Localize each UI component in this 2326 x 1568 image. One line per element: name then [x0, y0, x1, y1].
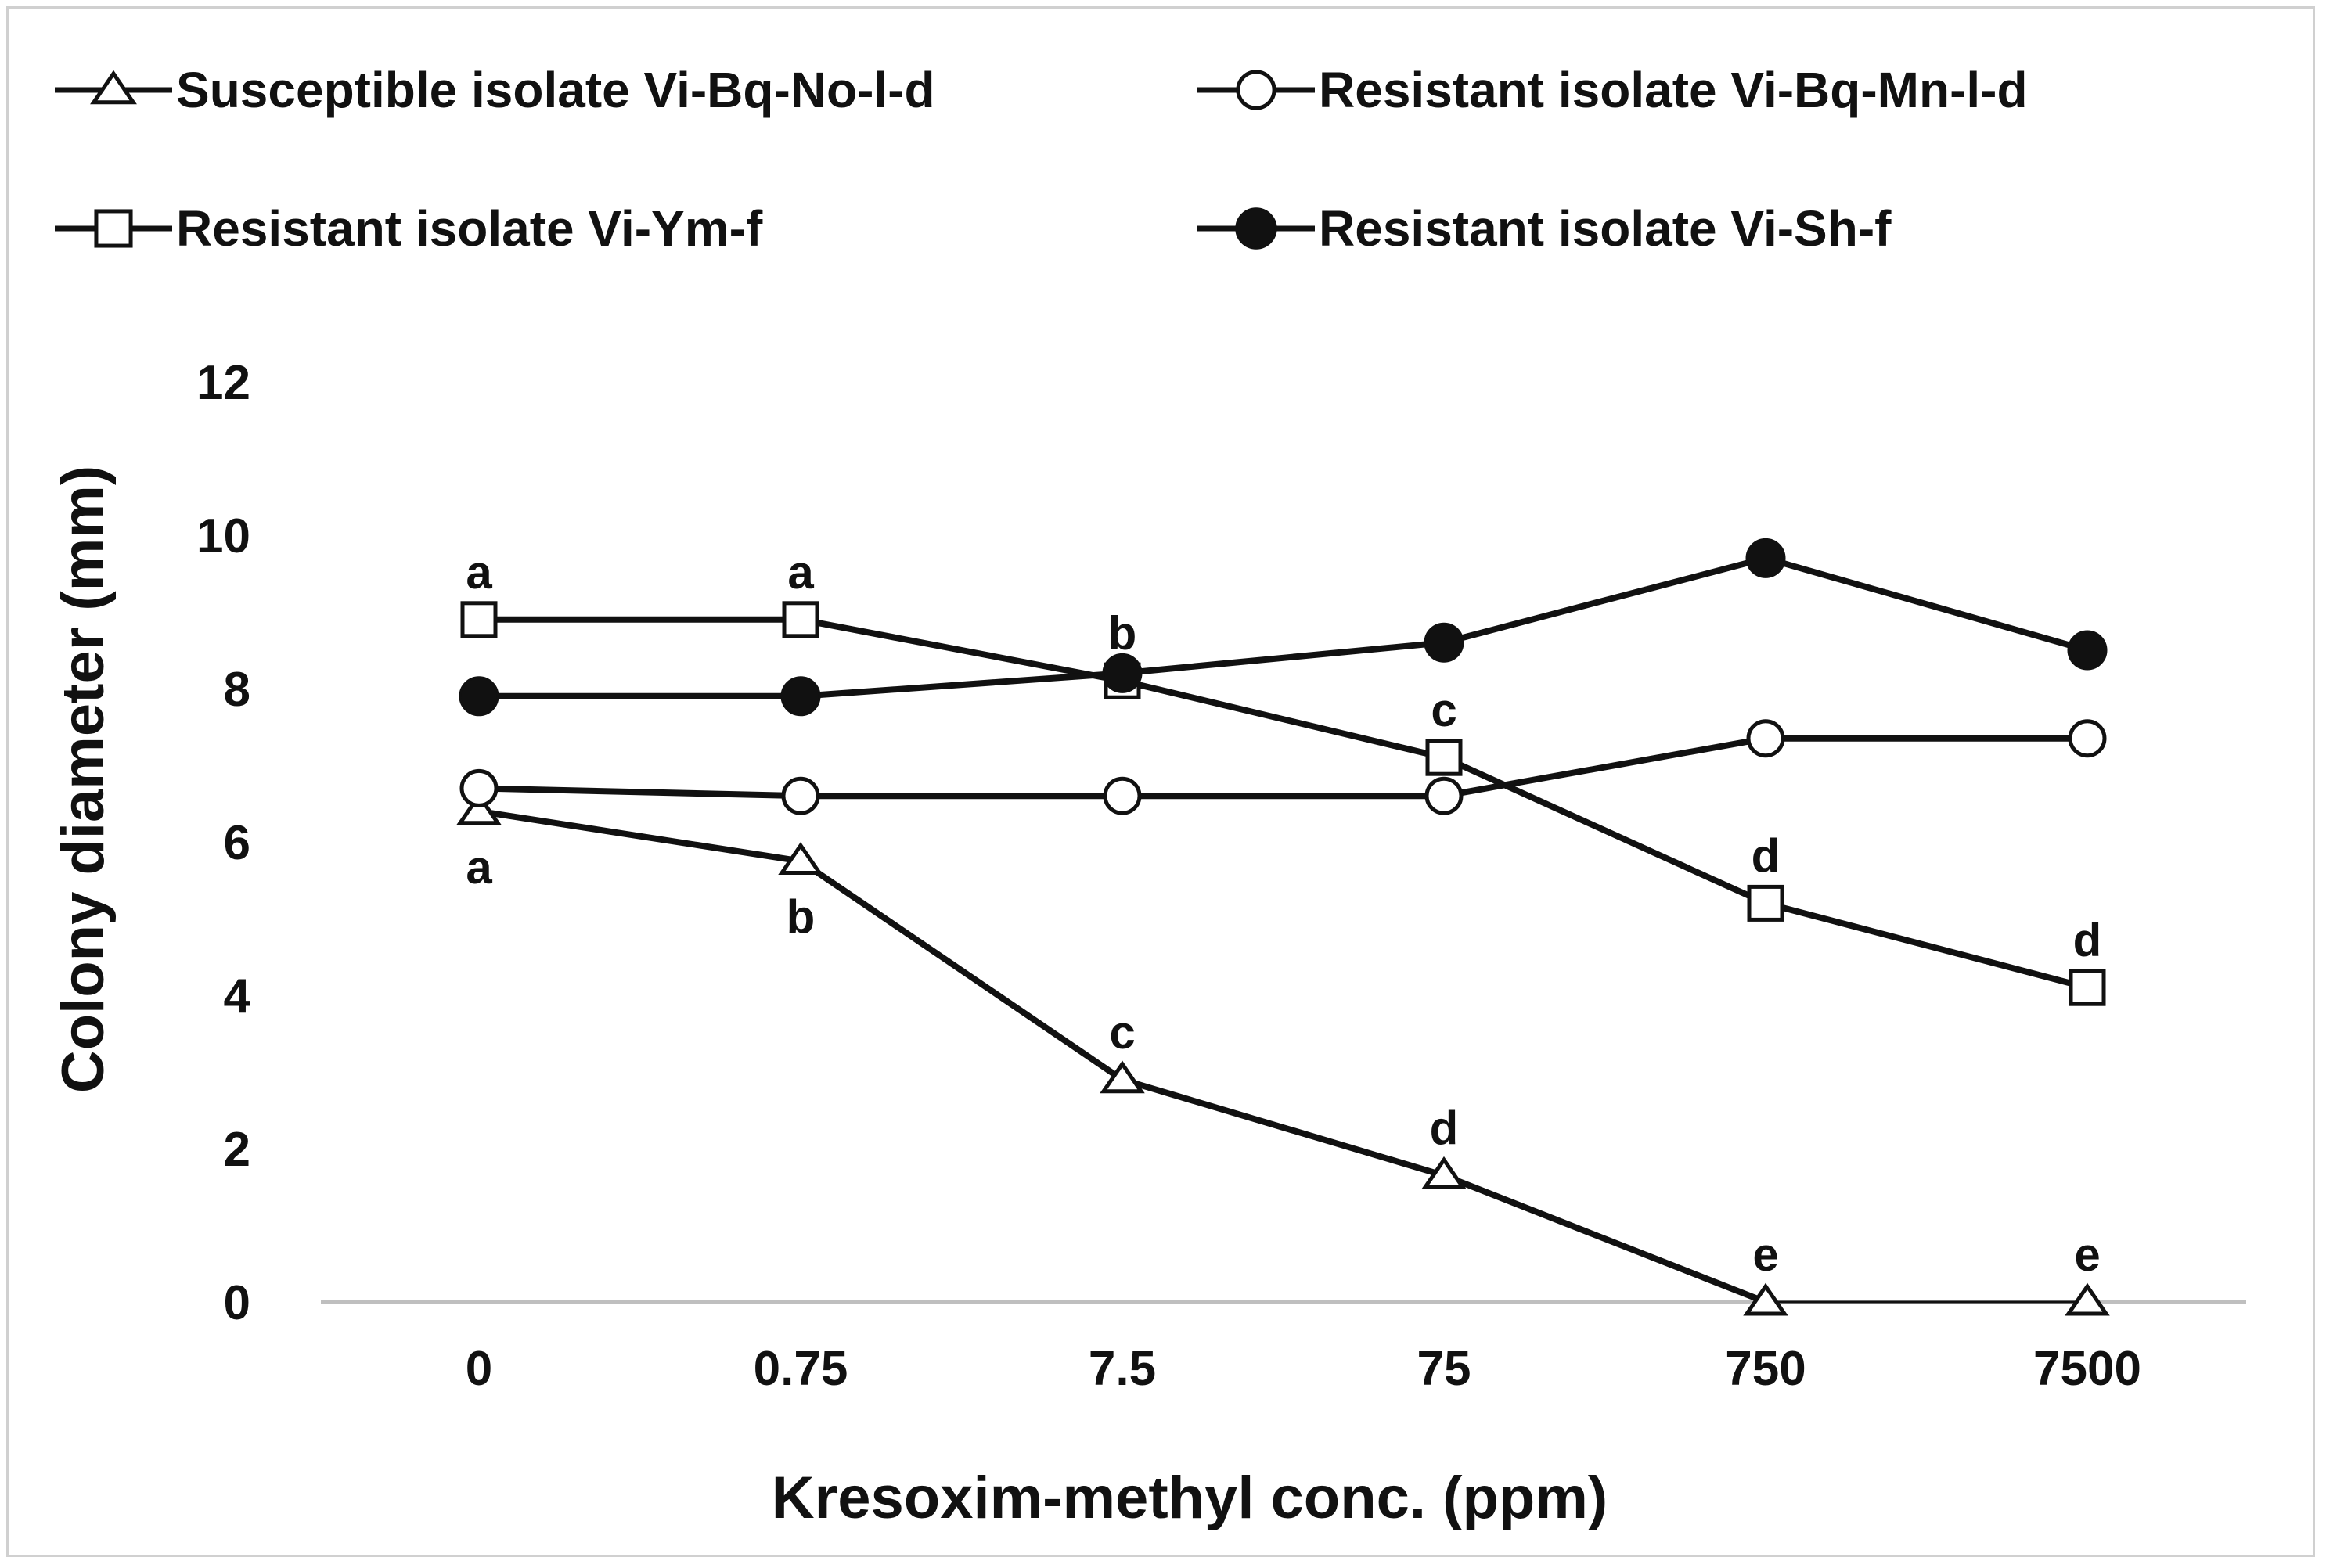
axes: 0 2 4 6 8 10 12 0 0.75 7.5 75 750 7500 Kresoxim-methy…: [50, 356, 2246, 1531]
data-point: [1747, 884, 1784, 922]
series-line-segment: [798, 616, 1125, 685]
series-line-segment: [798, 670, 1125, 699]
legend-item: Susceptible isolate Vi-Bq-No-l-d: [55, 62, 935, 118]
x-axis-title: Kresoxim-methyl conc. (ppm): [772, 1465, 1608, 1531]
significance-label: c: [1431, 684, 1456, 736]
y-tick-label: 2: [224, 1123, 250, 1177]
data-point: [459, 768, 499, 807]
y-tick-label: 4: [224, 969, 251, 1023]
x-tick-label: 750: [1725, 1342, 1806, 1396]
legend: Susceptible isolate Vi-Bq-No-l-d Resistan…: [55, 62, 2028, 257]
y-tick-label: 6: [224, 816, 250, 870]
data-point: [1100, 1060, 1145, 1094]
series-line-segment: [1119, 678, 1447, 761]
significance-label: e: [1752, 1228, 1778, 1281]
y-axis-title: Colony diameter (mm): [50, 466, 117, 1093]
series-open-circle: [476, 735, 2090, 800]
series-line-segment: [1441, 1172, 1769, 1305]
series-line-segment: [1441, 555, 1769, 646]
legend-label: Resistant isolate Vi-Ym-f: [176, 200, 763, 257]
x-tick-label: 0: [466, 1342, 492, 1396]
series-markers-open-square: [460, 601, 2106, 1006]
significance-label: c: [1109, 1006, 1135, 1059]
x-tick-label: 0.75: [754, 1342, 848, 1396]
series-open-square: [476, 616, 2090, 991]
data-point: [459, 676, 499, 717]
data-point: [456, 792, 502, 825]
legend-marker-open-triangle-icon: [90, 70, 137, 105]
series-markers-open-triangle: [456, 792, 2110, 1316]
data-point: [2065, 1282, 2110, 1316]
legend-item: Resistant isolate Vi-Ym-f: [55, 200, 763, 257]
significance-label: a: [466, 841, 492, 894]
data-point: [1745, 538, 1786, 578]
data-point: [1424, 622, 1464, 663]
significance-labels: a b c d e e a a b c d d: [466, 546, 2101, 1281]
data-point: [1421, 1156, 1467, 1189]
significance-label: d: [2073, 914, 2102, 966]
legend-marker-open-circle-icon: [1236, 70, 1276, 110]
series-markers-filled-circle: [459, 538, 2108, 717]
y-tick-label: 12: [196, 356, 250, 410]
data-point: [2069, 969, 2106, 1006]
data-point: [1102, 653, 1143, 693]
data-point: [2067, 630, 2108, 671]
data-point: [1424, 776, 1464, 815]
significance-label: b: [1108, 607, 1137, 660]
significance-label: e: [2074, 1228, 2100, 1281]
legend-label: Resistant isolate Vi-Bq-Mn-l-d: [1319, 62, 2028, 118]
series-line-segment: [1763, 555, 2090, 653]
legend-marker-open-square-icon: [94, 209, 133, 248]
series-filled-circle: [476, 555, 2090, 699]
significance-label: b: [787, 891, 816, 944]
x-tick-label: 7.5: [1089, 1342, 1156, 1396]
data-point: [1746, 719, 1785, 758]
series-line-segment: [1441, 735, 1769, 800]
data-point: [460, 601, 498, 638]
data-point: [780, 676, 821, 717]
series-line-segment: [1119, 1076, 1447, 1179]
series-line-segment: [476, 807, 804, 865]
series-markers-open-circle: [459, 719, 2107, 815]
data-point: [781, 776, 820, 815]
data-point: [778, 842, 823, 875]
significance-label: a: [787, 546, 814, 599]
x-tick-label: 75: [1417, 1342, 1471, 1396]
data-point: [2068, 719, 2107, 758]
series-line-segment: [1119, 639, 1447, 677]
legend-label: Susceptible isolate Vi-Bq-No-l-d: [176, 62, 935, 118]
significance-label: d: [1752, 829, 1781, 882]
y-tick-label: 0: [224, 1276, 250, 1330]
y-tick-label: 10: [196, 509, 250, 563]
legend-item: Resistant isolate Vi-Sh-f: [1197, 200, 1892, 257]
data-point: [1103, 776, 1142, 815]
data-point: [782, 601, 819, 638]
series-layer: [456, 538, 2110, 1316]
series-open-triangle: [476, 807, 2089, 1305]
data-point: [1425, 739, 1463, 776]
series-line-segment: [1763, 900, 2090, 991]
significance-label: a: [466, 546, 492, 599]
legend-label: Resistant isolate Vi-Sh-f: [1319, 200, 1892, 257]
x-tick-label: 7500: [2033, 1342, 2141, 1396]
legend-item: Resistant isolate Vi-Bq-Mn-l-d: [1197, 62, 2028, 118]
series-line-segment: [798, 858, 1125, 1083]
data-point: [1743, 1282, 1788, 1316]
series-line-segment: [476, 785, 804, 800]
legend-marker-filled-circle-icon: [1235, 207, 1277, 250]
significance-label: d: [1430, 1102, 1459, 1154]
y-tick-label: 8: [224, 663, 250, 717]
chart-frame: [6, 6, 2315, 1557]
series-line-segment: [1441, 754, 1769, 907]
